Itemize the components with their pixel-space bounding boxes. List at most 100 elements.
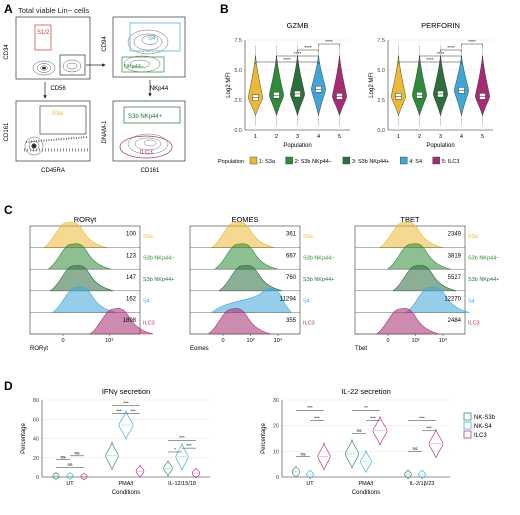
legend-swatch — [400, 156, 408, 165]
x-tick-label: 3 — [439, 134, 442, 140]
x-tick-label: 4 — [460, 134, 463, 140]
y-tick-label: 7.5 — [234, 38, 242, 44]
gate-s3 — [59, 54, 86, 76]
x-tick-label: 5 — [481, 134, 484, 140]
flow-plot-cd34-cd56: S1/2 CD34 CD56 — [4, 16, 91, 92]
panel-d-legend: NK-S3b NK-S4 ILC3 — [463, 412, 496, 439]
violin-nk-s4 — [175, 442, 189, 471]
mfi-value: 123 — [126, 253, 137, 259]
legend-swatch — [463, 412, 472, 421]
violin-5 — [475, 55, 490, 117]
population-label: S4 — [143, 299, 150, 305]
histogram-peak — [46, 243, 112, 270]
flow-plot-cd94: S4 NKp44− CD94 — [102, 16, 186, 78]
chart-title: RORγt — [74, 215, 97, 224]
panel-letter-c: C — [4, 203, 13, 217]
significance-label: **** — [468, 39, 476, 45]
chart-title: IFNγ secretion — [102, 387, 150, 396]
significance-label: **** — [304, 45, 312, 51]
gate-label-s3a: S3a — [52, 111, 63, 117]
violin-nk-s3b — [163, 459, 173, 477]
y-tick-label: 0 — [36, 475, 39, 481]
axis-label-cd45ra: CD45RA — [41, 168, 65, 174]
x-tick-label: 5 — [338, 134, 341, 140]
y-tick-label: 7.5 — [377, 38, 385, 44]
y-tick-label: 2.5 — [234, 98, 242, 104]
violin-2 — [412, 55, 427, 117]
population-label: S3b NKp44+ — [143, 277, 174, 283]
significance-label: **** — [426, 57, 434, 63]
population-label: S3b NKp44− — [468, 255, 499, 261]
population-label: ILC3 — [468, 320, 480, 326]
mfi-value: 2484 — [448, 318, 462, 324]
population-label: S4 — [303, 299, 310, 305]
axis-label-cd161-y: CD161 — [4, 122, 10, 141]
histogram-peak — [42, 221, 108, 248]
population-label: ILC3 — [143, 320, 155, 326]
x-tick-label: 0 — [221, 338, 224, 344]
population-label: S3b NKp44− — [143, 255, 174, 261]
violin-3 — [290, 55, 305, 117]
histogram-peak — [391, 264, 457, 292]
violin-5 — [332, 55, 347, 117]
y-tick-label: 20 — [273, 424, 279, 430]
axis-label-cd34: CD34 — [4, 44, 10, 60]
significance-label: *** — [307, 405, 313, 411]
y-axis-label: Percentage — [21, 423, 27, 454]
violin-ilc3 — [372, 415, 388, 446]
y-tick-label: 30 — [273, 398, 279, 404]
legend-label: 3: S3b NKp44+ — [352, 159, 389, 165]
x-tick-label: UT — [306, 481, 314, 487]
secretion-plot: IFNγ secretion020406080UTnsnsnsPMA/I****… — [21, 387, 210, 496]
legend-label: ILC3 — [474, 433, 487, 439]
histogram-peak — [378, 221, 444, 248]
legend-label: NK-S3b — [474, 415, 496, 421]
mfi-value: 11294 — [280, 297, 297, 303]
y-tick-label: 0 — [276, 475, 279, 481]
significance-label: *** — [419, 415, 425, 421]
histogram-peak — [404, 286, 470, 313]
legend-label: 5: ILC3 — [442, 159, 460, 165]
violin-nk-s3b — [404, 469, 412, 480]
violin-ilc3 — [428, 428, 444, 459]
chart-title: EOMES — [231, 215, 258, 224]
mfi-value: 147 — [126, 275, 137, 281]
histogram-c-tbet: TBET 2349 S3a 3819 S3b NKp44− 5527 S3b NKp44+ 1… — [354, 215, 499, 352]
significance-label: ns — [412, 447, 418, 452]
y-axis-label: Log2 MFI — [226, 72, 232, 98]
significance-label: *** — [370, 415, 376, 421]
significance-label: ns — [74, 452, 80, 457]
significance-label: *** — [426, 426, 432, 432]
histogram-peak — [375, 308, 440, 335]
violin-2 — [269, 55, 284, 117]
population-label: S4 — [468, 299, 475, 305]
histogram-peak — [49, 264, 114, 292]
x-tick-label: 0 — [386, 338, 389, 344]
legend-title: Population — [218, 159, 244, 165]
gate-label-nkp44neg: NKp44− — [124, 64, 144, 70]
significance-label: ns — [356, 429, 362, 434]
significance-label: **** — [325, 39, 333, 45]
significance-label: ns — [67, 463, 73, 468]
significance-label: *** — [123, 401, 129, 407]
x-tick-label: 10³ — [105, 338, 113, 344]
mfi-value: 760 — [286, 275, 297, 281]
significance-label: **** — [283, 57, 291, 63]
x-tick-label: PMA/I — [359, 481, 374, 487]
mfi-value: 3819 — [448, 253, 462, 259]
significance-label: *** — [130, 408, 136, 414]
violin-nk-s4 — [66, 471, 74, 481]
legend-swatch — [432, 156, 440, 165]
mfi-value: 100 — [126, 232, 137, 238]
x-axis-label: Conditions — [112, 490, 140, 496]
violin-nk-s3b — [105, 440, 119, 471]
x-tick-label: PMA/I — [119, 481, 134, 487]
mfi-value: 1898 — [123, 318, 137, 324]
axis-label-nkp44: NKp44 — [150, 86, 169, 92]
gate-label-s4: S4 — [148, 36, 156, 42]
x-tick-label: 10⁴ — [439, 337, 448, 344]
x-tick-label: 3 — [296, 134, 299, 140]
x-tick-label: 1 — [397, 134, 400, 140]
x-tick-label: 0 — [61, 338, 64, 344]
